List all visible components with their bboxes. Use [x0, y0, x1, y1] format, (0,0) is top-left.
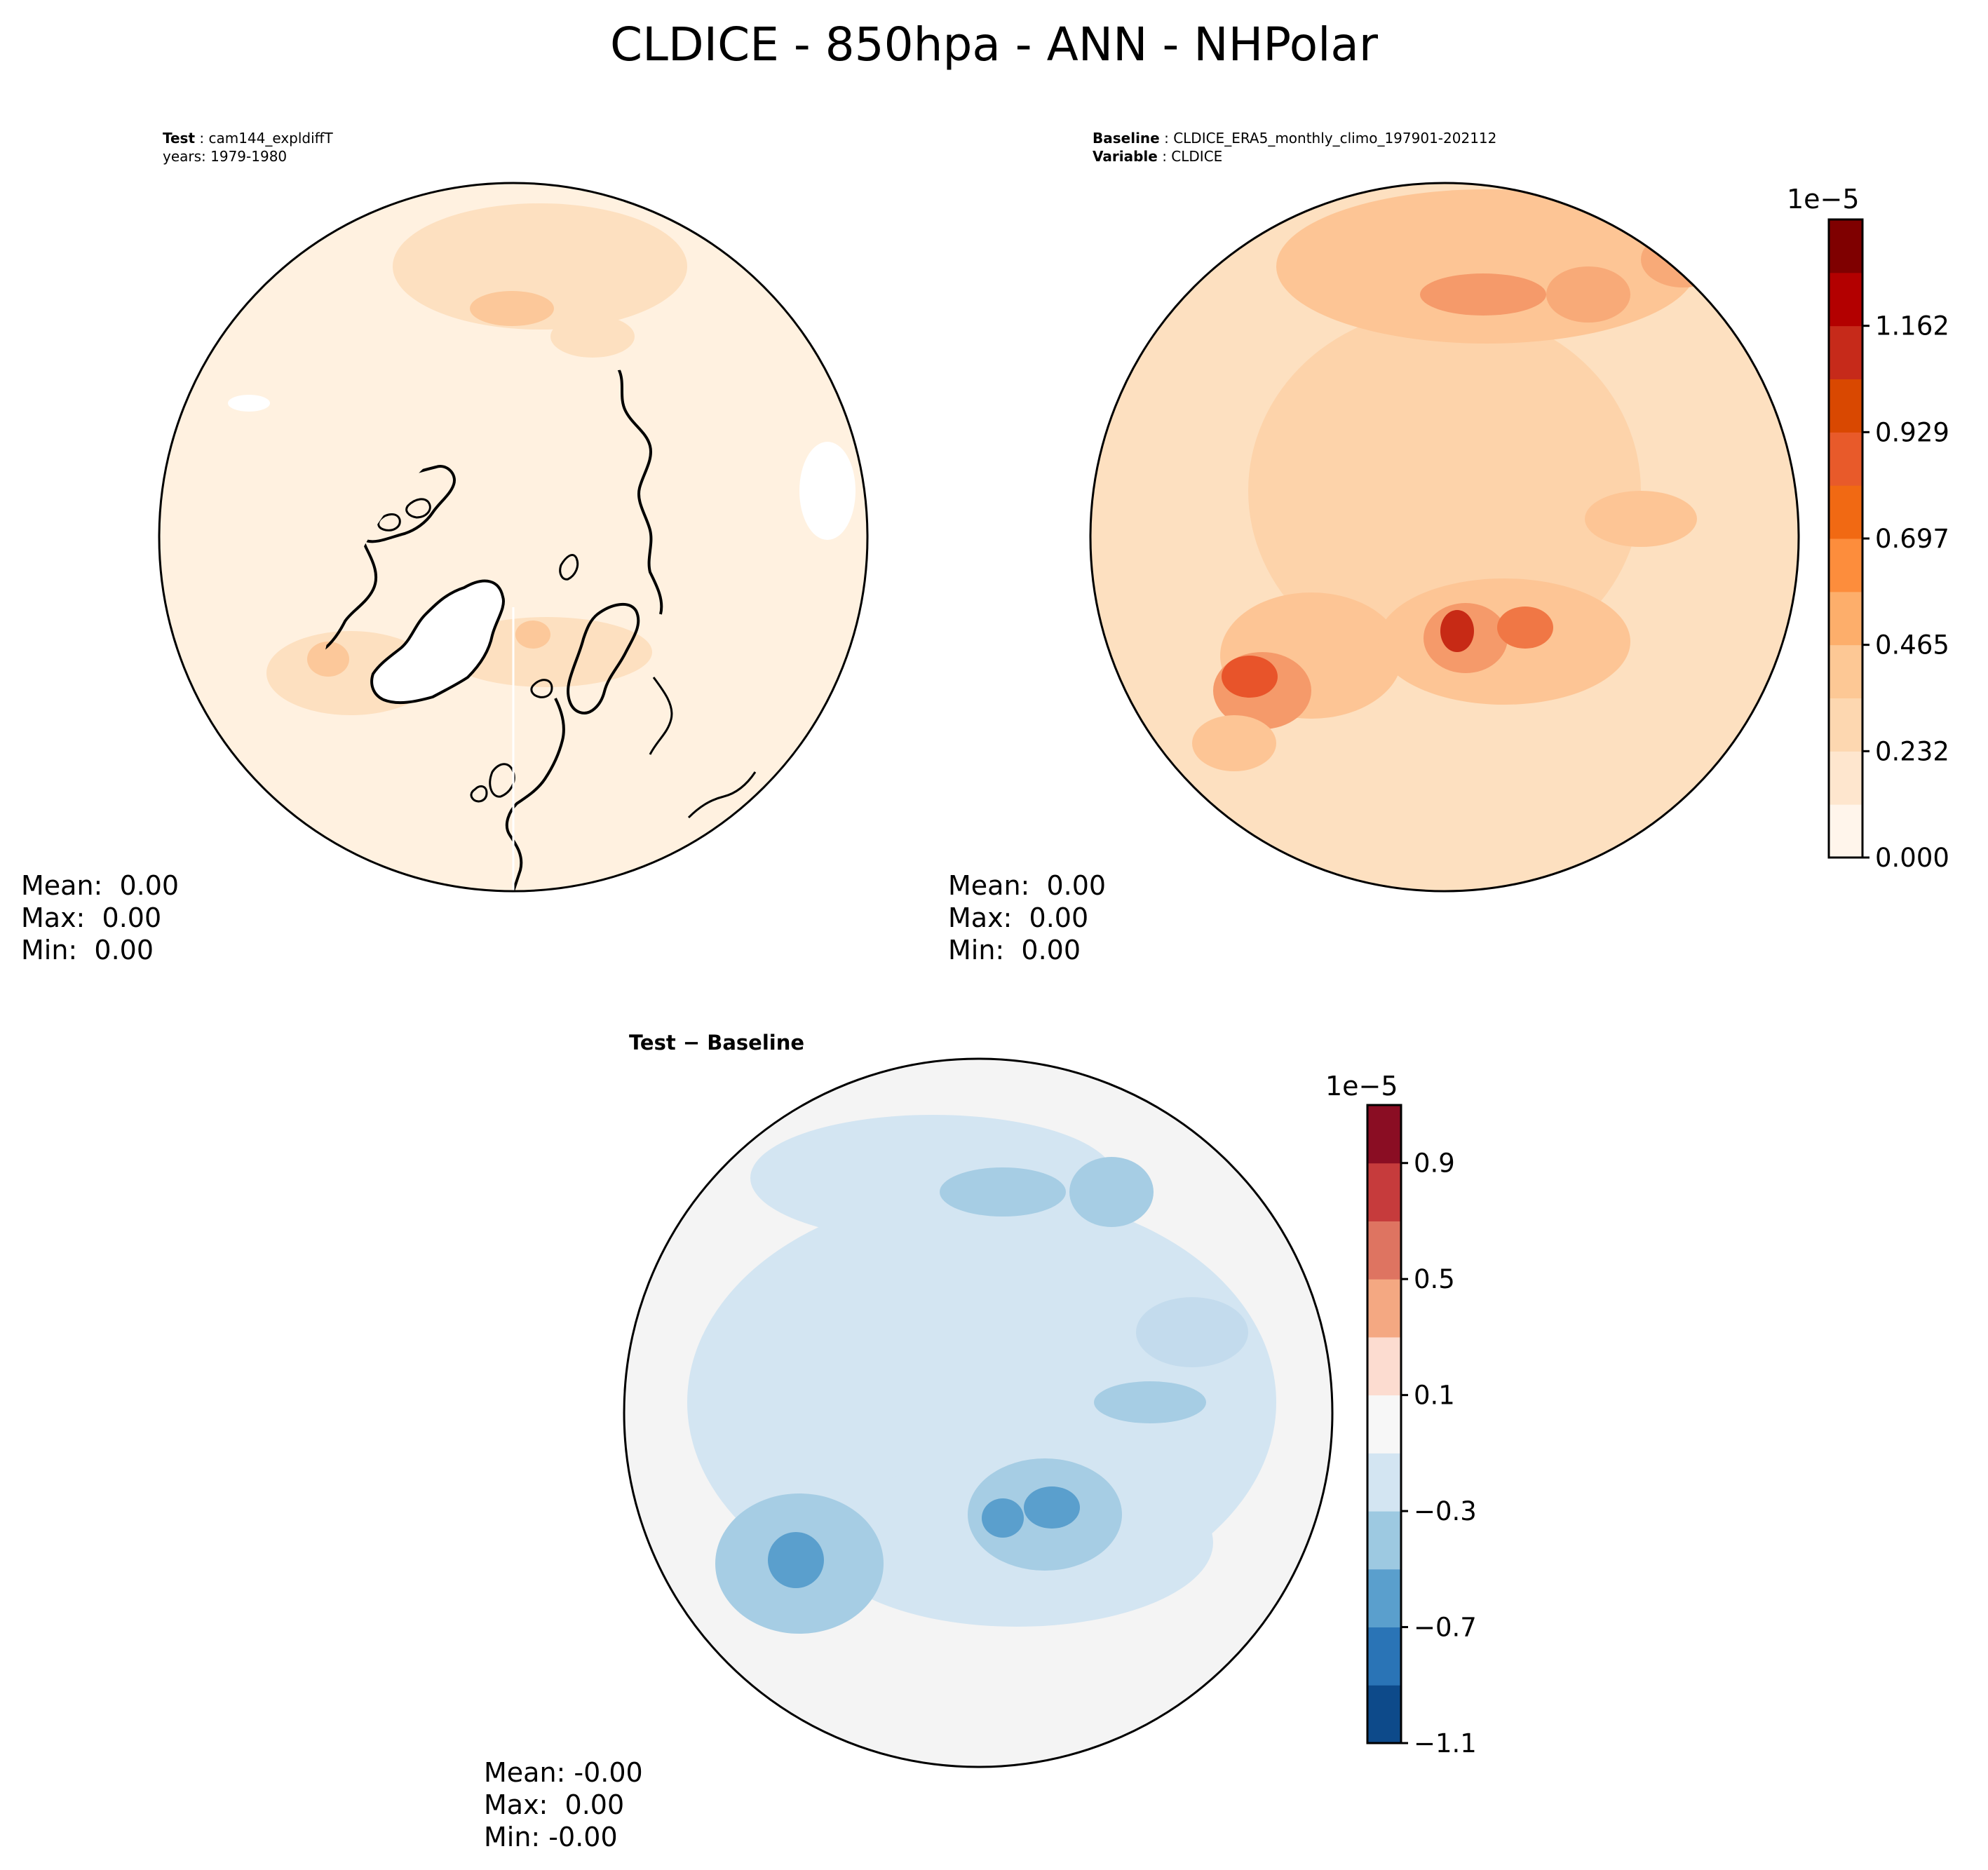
- test-mean: Mean: 0.00: [21, 870, 180, 901]
- colorbar-diff-tick-label: 0.9: [1414, 1149, 1455, 1179]
- baseline-mean: Mean: 0.00: [948, 870, 1107, 901]
- diff-panel-header: Test − Baseline: [629, 1031, 805, 1055]
- diff-stats: Mean: -0.00 Max: 0.00 Min: -0.00: [484, 1756, 643, 1853]
- colorbar-diff-tick-label: −0.3: [1414, 1496, 1477, 1526]
- colorbar-main-tick-label: 0.697: [1875, 524, 1949, 554]
- colorbar-main-tick-label: 1.162: [1875, 311, 1949, 341]
- colorbar-diff-band: [1367, 1685, 1401, 1744]
- variable-sep: :: [1157, 148, 1172, 165]
- test-panel-header: Test : cam144_expldiffT years: 1979-1980: [163, 129, 333, 165]
- colorbar-main-band: [1829, 432, 1862, 486]
- test-map-boundary: [158, 182, 869, 893]
- colorbar-main-band: [1829, 804, 1862, 858]
- test-min: Min: 0.00: [21, 935, 154, 966]
- colorbar-diff-band: [1367, 1336, 1401, 1396]
- colorbar-diff-band: [1367, 1627, 1401, 1686]
- colorbar-diff-band: [1367, 1453, 1401, 1512]
- test-case-name: cam144_expldiffT: [208, 130, 333, 147]
- colorbar-main-tick-label: 0.465: [1875, 630, 1949, 660]
- colorbar-main-band: [1829, 219, 1862, 273]
- colorbar-main-exponent: 1e−5: [1787, 184, 1860, 215]
- baseline-map: [1089, 182, 1800, 893]
- test-label: Test: [163, 130, 196, 147]
- variable-name: CLDICE: [1171, 148, 1223, 165]
- baseline-label: Baseline: [1093, 130, 1160, 147]
- baseline-min: Min: 0.00: [948, 935, 1081, 966]
- colorbar-main-band: [1829, 698, 1862, 752]
- colorbar-main: 0.000 0.232 0.465 0.697 0.929 1.162: [1827, 218, 1949, 873]
- baseline-stats: Mean: 0.00 Max: 0.00 Min: 0.00: [948, 869, 1106, 966]
- baseline-case-name: CLDICE_ERA5_monthly_climo_197901-202112: [1173, 130, 1497, 147]
- colorbar-main-band: [1829, 591, 1862, 646]
- variable-label: Variable: [1093, 148, 1158, 165]
- diff-min: Min: -0.00: [484, 1822, 618, 1852]
- colorbar-main-tick-label: 0.929: [1875, 417, 1949, 447]
- baseline-sep: :: [1159, 130, 1174, 147]
- colorbar-diff-frame: [1366, 1104, 1402, 1744]
- baseline-panel-header: Baseline : CLDICE_ERA5_monthly_climo_197…: [1093, 129, 1496, 165]
- baseline-max: Max: 0.00: [948, 902, 1089, 933]
- test-stats: Mean: 0.00 Max: 0.00 Min: 0.00: [21, 869, 179, 966]
- test-sep: :: [195, 130, 209, 147]
- colorbar-diff-band: [1367, 1105, 1401, 1164]
- baseline-map-boundary: [1089, 182, 1800, 893]
- colorbar-main-tick-label: 0.000: [1875, 843, 1949, 873]
- colorbar-main-band: [1829, 538, 1862, 592]
- colorbar-diff-band: [1367, 1511, 1401, 1570]
- colorbar-main-band: [1829, 751, 1862, 805]
- colorbar-main-band: [1829, 485, 1862, 539]
- colorbar-diff-band: [1367, 1569, 1401, 1628]
- colorbar-diff-tick-label: −1.1: [1414, 1728, 1477, 1759]
- figure-title: CLDICE - 850hpa - ANN - NHPolar: [609, 18, 1379, 72]
- diff-map-boundary: [623, 1057, 1334, 1768]
- colorbar-main-band: [1829, 272, 1862, 327]
- colorbar-main-tick-label: 0.232: [1875, 736, 1949, 766]
- colorbar-diff-exponent: 1e−5: [1325, 1071, 1398, 1102]
- test-years: years: 1979-1980: [163, 148, 288, 165]
- colorbar-diff: −1.1 −0.7 −0.3 0.1 0.5 0.9: [1366, 1104, 1477, 1759]
- colorbar-main-band: [1829, 325, 1862, 379]
- colorbar-diff-band: [1367, 1279, 1401, 1338]
- colorbar-diff-tick-label: 0.5: [1414, 1264, 1455, 1294]
- colorbar-diff-tick-label: −0.7: [1414, 1613, 1477, 1643]
- colorbar-diff-band: [1367, 1163, 1401, 1221]
- diff-map: [623, 1057, 1334, 1768]
- colorbar-diff-band: [1367, 1395, 1401, 1454]
- diff-mean: Mean: -0.00: [484, 1757, 643, 1788]
- colorbar-diff-band: [1367, 1221, 1401, 1280]
- diff-max: Max: 0.00: [484, 1789, 625, 1820]
- test-max: Max: 0.00: [21, 902, 162, 933]
- colorbar-main-band: [1829, 644, 1862, 698]
- colorbar-main-band: [1829, 379, 1862, 433]
- colorbar-diff-tick-label: 0.1: [1414, 1381, 1455, 1411]
- test-map: [158, 182, 869, 893]
